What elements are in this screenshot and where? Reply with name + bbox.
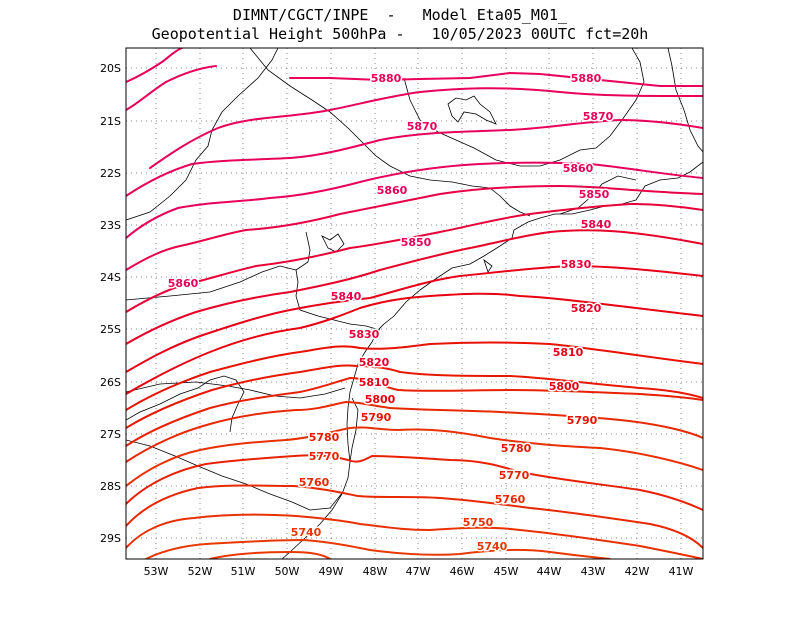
contour-5760 — [126, 484, 703, 549]
longitude-label: 52W — [188, 565, 213, 578]
contour-label: 5740 — [291, 526, 322, 539]
latitude-label: 20S — [100, 62, 121, 75]
contour-label: 5760 — [495, 493, 526, 506]
reservoir-2 — [321, 233, 345, 253]
contour-5750 — [126, 513, 703, 559]
longitude-label: 46W — [450, 565, 475, 578]
contour-label: 5860 — [563, 162, 594, 175]
border-sp-mg — [249, 48, 531, 217]
contour-label: 5810 — [553, 346, 584, 359]
contour-label: 5780 — [501, 442, 532, 455]
latitude-label: 28S — [100, 480, 121, 493]
contour-label: 5830 — [349, 328, 380, 341]
contour-label: 5860 — [377, 184, 408, 197]
contour-label: 5760 — [299, 476, 330, 489]
contour-5830 — [126, 203, 703, 313]
latitude-label: 27S — [100, 428, 121, 441]
longitude-label: 45W — [494, 565, 519, 578]
contour-5820 — [126, 229, 703, 345]
contour-5870 — [126, 65, 703, 169]
border-ms-pr — [126, 265, 297, 301]
latitude-label: 24S — [100, 271, 121, 284]
latitude-label: 21S — [100, 115, 121, 128]
longitude-label: 49W — [319, 565, 344, 578]
longitude-label: 50W — [275, 565, 300, 578]
contour-label: 5800 — [365, 393, 396, 406]
border-sc-rs — [126, 439, 344, 511]
border-mg-rj-es — [403, 48, 645, 167]
contour-5850 — [126, 161, 703, 239]
contour-5810 — [126, 265, 703, 373]
longitude-labels: 53W 52W 51W 50W 49W 48W 47W 46W 45W 44W 43W 42W 41W — [144, 565, 694, 578]
longitude-label: 41W — [669, 565, 694, 578]
border-ms-sp — [126, 48, 279, 221]
border-argentina — [126, 375, 245, 433]
contour-labels: 5880 5880 5870 5870 5860 5860 5860 5850 5850 5840… — [166, 71, 615, 555]
map-frame — [125, 47, 704, 560]
contour-5860 — [126, 119, 703, 197]
contour-label: 5850 — [579, 188, 610, 201]
contour-5780 — [126, 364, 703, 429]
longitude-label: 53W — [144, 565, 169, 578]
longitude-label: 44W — [537, 565, 562, 578]
contour-label: 5740 — [477, 540, 508, 553]
contour-5770 — [126, 377, 703, 447]
contour-label: 5870 — [583, 110, 614, 123]
contour-label: 5780 — [309, 431, 340, 444]
contour-label: 5830 — [561, 258, 592, 271]
contour-label: 5820 — [359, 356, 390, 369]
latitude-label: 26S — [100, 376, 121, 389]
contour-label: 5820 — [571, 302, 602, 315]
chart-title-line1: DIMNT/CGCT/INPE - Model Eta05_M01_ — [232, 6, 568, 24]
contour-5740 — [145, 539, 611, 559]
reservoir-3 — [483, 258, 493, 273]
contour-5770 — [126, 454, 703, 511]
border-pr-sc — [126, 381, 346, 399]
contour-label: 5840 — [331, 290, 362, 303]
longitude-label: 47W — [406, 565, 431, 578]
contour-label: 5770 — [499, 469, 530, 482]
contour-label: 5880 — [571, 72, 602, 85]
reservoir-1 — [447, 95, 497, 125]
latitude-labels: 20S 21S 22S 23S 24S 25S 26S 27S 28S 29S — [100, 62, 121, 545]
border-mg-es — [667, 48, 703, 153]
contour-lines — [126, 48, 703, 559]
contour-label: 5880 — [371, 72, 402, 85]
latitude-label: 29S — [100, 532, 121, 545]
contour-label: 5800 — [549, 380, 580, 393]
contour-label: 5840 — [581, 218, 612, 231]
contour-label: 5790 — [361, 411, 392, 424]
contour-5840 — [126, 185, 703, 271]
latitude-label: 25S — [100, 323, 121, 336]
border-sp-pr — [295, 231, 381, 331]
contour-label: 5790 — [567, 414, 598, 427]
contour-label: 5850 — [401, 236, 432, 249]
contour-label: 5810 — [359, 376, 390, 389]
longitude-label: 48W — [363, 565, 388, 578]
contour-5790 — [126, 341, 703, 411]
inland-lake — [349, 397, 359, 463]
contour-label: 5770 — [309, 450, 340, 463]
longitude-label: 43W — [581, 565, 606, 578]
longitude-label: 42W — [625, 565, 650, 578]
chart-title-line2: Geopotential Height 500hPa - 10/05/2023 … — [151, 25, 649, 43]
contour-5800 — [126, 292, 703, 395]
latitude-label: 22S — [100, 167, 121, 180]
contour-label: 5750 — [463, 516, 494, 529]
contour-5760 — [126, 401, 703, 463]
contour-label: 5870 — [407, 120, 438, 133]
longitude-label: 51W — [231, 565, 256, 578]
contour-5740 — [209, 551, 331, 559]
latitude-label: 23S — [100, 219, 121, 232]
contour-5750 — [126, 426, 703, 487]
contour-5880 — [126, 48, 703, 87]
contour-label: 5860 — [168, 277, 199, 290]
